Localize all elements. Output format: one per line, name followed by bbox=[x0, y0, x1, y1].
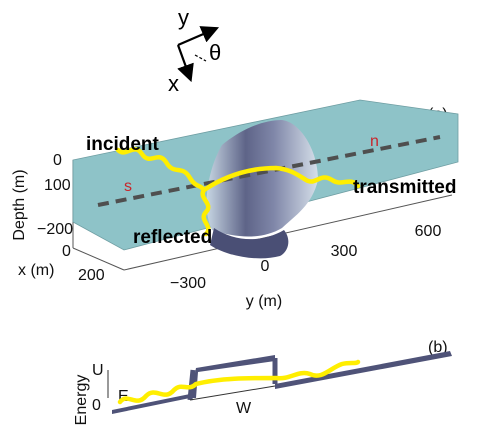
depth-axis-label: Depth (m) bbox=[11, 169, 28, 240]
energy-axis-label: Energy bbox=[73, 375, 90, 426]
x-tick-200: 200 bbox=[78, 267, 105, 284]
ray-track bbox=[97, 135, 441, 207]
panel-b: (b) Energy U 0 E W bbox=[73, 339, 452, 425]
y-tick-neg300: −300 bbox=[170, 275, 206, 292]
y-tick-600: 600 bbox=[415, 223, 442, 240]
incident-wave bbox=[115, 147, 207, 193]
coordinate-axes-glyph: y x θ bbox=[168, 5, 221, 96]
barrier-floor-left bbox=[112, 394, 190, 414]
energy-wave bbox=[117, 359, 361, 405]
x-axis-label: x (m) bbox=[18, 262, 54, 279]
x-axis-arrow bbox=[176, 44, 194, 83]
incident-label: incident bbox=[86, 134, 160, 155]
barrier-width-label: W bbox=[236, 400, 252, 417]
n-label: n bbox=[370, 133, 379, 150]
reflected-wave bbox=[200, 187, 211, 237]
transmitted-label: transmitted bbox=[353, 177, 456, 198]
barrier-top bbox=[190, 355, 275, 398]
y-axis-arrow bbox=[177, 26, 220, 47]
panel-b-tag: (b) bbox=[428, 339, 448, 356]
y-axis-label: y (m) bbox=[246, 293, 282, 310]
zero-level-label: 0 bbox=[92, 397, 101, 414]
panel-a: (a) incident reflected transmitted s n D… bbox=[11, 99, 459, 310]
s-label: s bbox=[124, 178, 132, 195]
depth-tick-0: 0 bbox=[53, 152, 62, 169]
x-axis-letter: x bbox=[168, 71, 179, 96]
y-tick-300: 300 bbox=[331, 243, 358, 260]
x-tick-0: 0 bbox=[62, 243, 71, 260]
y-tick-0: 0 bbox=[261, 258, 270, 275]
barrier-base-line bbox=[189, 385, 276, 401]
u-level-label: U bbox=[92, 362, 104, 379]
trench-wall bbox=[210, 228, 289, 259]
theta-direction-line bbox=[194, 54, 207, 62]
y-axis-letter: y bbox=[178, 5, 189, 30]
barrier-floor-right bbox=[275, 351, 452, 389]
y-axis-line bbox=[123, 194, 453, 271]
depth-tick-100: 100 bbox=[44, 177, 71, 194]
x-axis-line bbox=[72, 247, 125, 271]
theta-symbol: θ bbox=[209, 40, 221, 65]
x-tick-neg200: −200 bbox=[37, 221, 73, 238]
transmitted-wave bbox=[201, 165, 361, 193]
trench-depression bbox=[206, 120, 318, 237]
reflected-label: reflected bbox=[133, 227, 212, 248]
e-level-label: E bbox=[118, 388, 129, 405]
